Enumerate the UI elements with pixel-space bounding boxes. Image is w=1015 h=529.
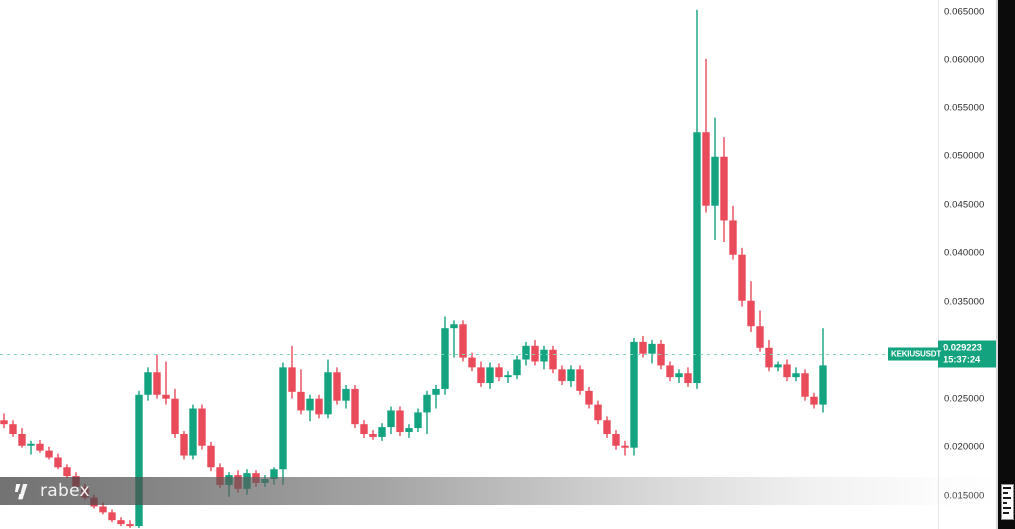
symbol-tag: KEKIUSUSDT — [888, 347, 945, 361]
rabex-logo-icon — [15, 483, 28, 499]
rabex-watermark: rabex — [14, 481, 90, 501]
price-axis-tick: 0.025000 — [944, 393, 985, 405]
candlestick-chart-plot[interactable] — [0, 0, 938, 529]
price-axis-tick: 0.045000 — [944, 199, 985, 211]
price-axis[interactable]: 0.065000 0.060000 0.055000 0.050000 0.045000… — [938, 0, 999, 529]
price-axis-tick: 0.015000 — [944, 490, 985, 502]
price-axis-tick: 0.065000 — [944, 6, 985, 18]
current-price-badge[interactable]: 0.029223 15:37:24 — [938, 340, 998, 368]
current-price-line — [0, 354, 938, 355]
current-price-time: 15:37:24 — [943, 354, 981, 365]
price-axis-tick: 0.050000 — [944, 150, 985, 162]
candlestick-series — [0, 9, 827, 529]
price-axis-tick: 0.035000 — [944, 296, 985, 308]
price-axis-tick: 0.020000 — [944, 441, 985, 453]
rabex-watermark-text: rabex — [40, 480, 90, 501]
rail-separator — [996, 0, 998, 529]
price-axis-tick: 0.060000 — [944, 54, 985, 66]
rail-scroll-widget[interactable] — [1001, 484, 1014, 520]
right-dark-rail — [998, 0, 1015, 529]
current-price-value: 0.029223 — [943, 342, 982, 354]
price-axis-tick: 0.055000 — [944, 102, 985, 114]
price-axis-tick: 0.040000 — [944, 247, 985, 259]
